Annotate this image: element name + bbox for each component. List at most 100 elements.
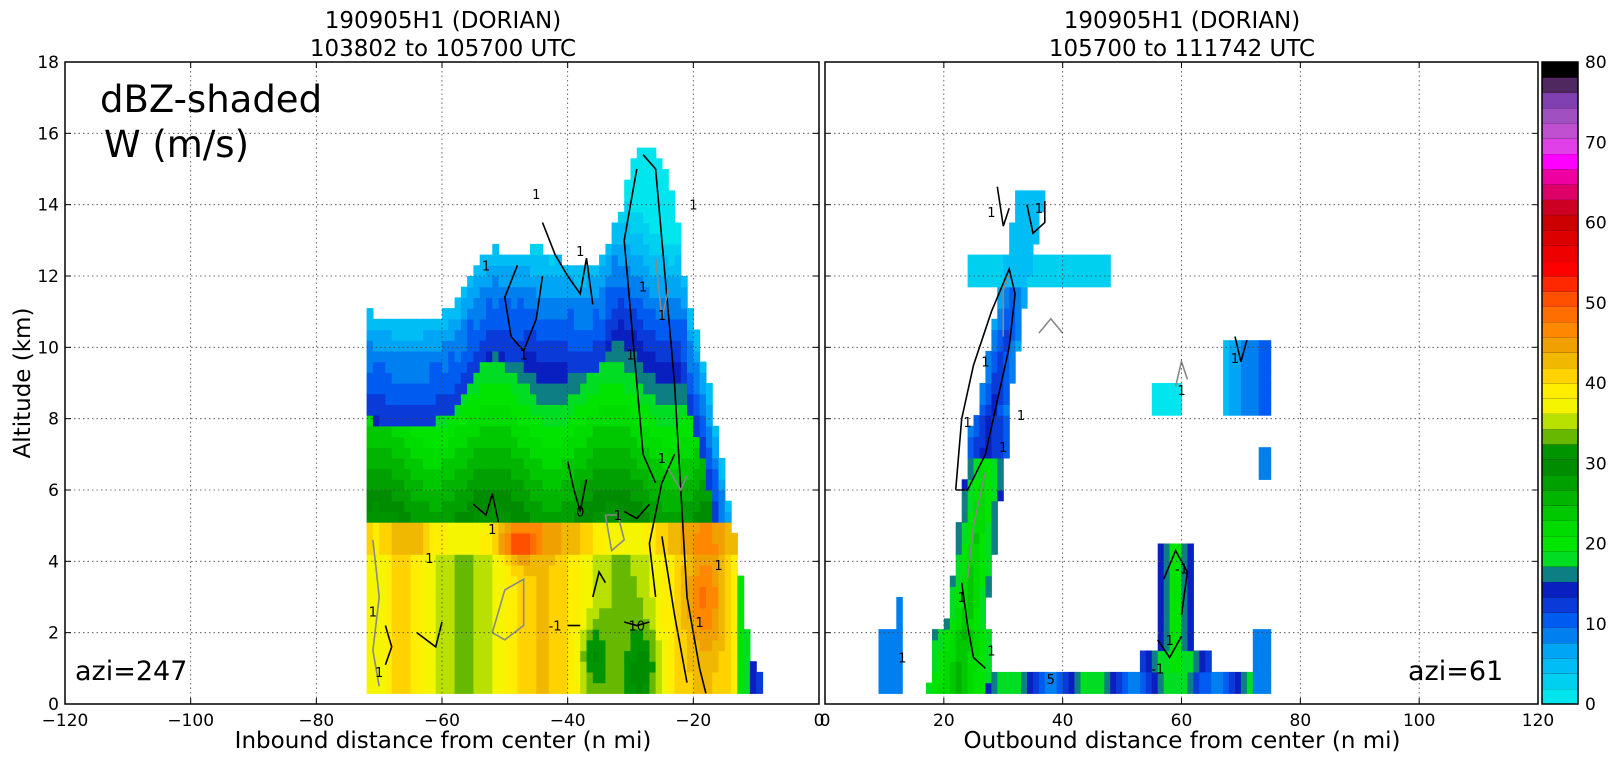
reflectivity-cell — [973, 490, 980, 502]
reflectivity-cell — [504, 254, 512, 266]
reflectivity-cell — [611, 457, 619, 470]
reflectivity-cell — [498, 629, 506, 641]
reflectivity-cell — [624, 329, 632, 341]
velocity-contour — [1002, 275, 1010, 337]
reflectivity-cell — [1157, 671, 1165, 684]
reflectivity-cell — [1258, 671, 1266, 684]
reflectivity-cell — [718, 457, 726, 470]
reflectivity-cell — [523, 479, 531, 491]
reflectivity-cell — [404, 436, 412, 448]
reflectivity-cell — [435, 597, 443, 609]
reflectivity-cell — [655, 243, 663, 256]
reflectivity-cell — [1175, 629, 1183, 641]
reflectivity-cell — [517, 468, 525, 480]
reflectivity-cell — [366, 554, 374, 566]
reflectivity-cell — [423, 661, 430, 673]
reflectivity-cell — [517, 597, 525, 609]
reflectivity-cell — [1021, 671, 1028, 684]
reflectivity-cell — [416, 650, 424, 662]
reflectivity-cell — [379, 415, 387, 427]
reflectivity-cell — [1074, 671, 1081, 684]
reflectivity-cell — [674, 575, 682, 587]
reflectivity-cell — [504, 404, 512, 416]
reflectivity-cell — [404, 350, 412, 363]
reflectivity-cell — [1229, 350, 1236, 363]
reflectivity-cell — [724, 500, 732, 512]
reflectivity-cell — [498, 404, 506, 416]
reflectivity-cell — [404, 532, 412, 545]
reflectivity-cell — [630, 479, 638, 491]
reflectivity-cell — [523, 511, 531, 523]
reflectivity-cell — [1068, 254, 1076, 266]
reflectivity-cell — [731, 575, 738, 587]
reflectivity-cell — [743, 639, 751, 652]
reflectivity-cell — [643, 597, 650, 609]
reflectivity-cell — [416, 586, 424, 598]
reflectivity-cell — [410, 597, 418, 609]
reflectivity-cell — [1157, 564, 1165, 577]
reflectivity-cell — [479, 575, 487, 587]
reflectivity-cell — [580, 564, 588, 577]
reflectivity-cell — [523, 490, 531, 502]
reflectivity-cell — [517, 671, 525, 684]
reflectivity-cell — [599, 650, 606, 662]
reflectivity-cell — [611, 233, 619, 245]
reflectivity-cell — [467, 618, 474, 630]
reflectivity-cell — [454, 404, 462, 416]
reflectivity-cell — [1015, 682, 1022, 694]
reflectivity-cell — [636, 222, 644, 234]
reflectivity-cell — [668, 329, 676, 341]
reflectivity-cell — [561, 340, 569, 352]
reflectivity-cell — [655, 361, 663, 373]
reflectivity-cell — [486, 554, 493, 566]
reflectivity-cell — [398, 457, 405, 470]
reflectivity-cell — [492, 393, 500, 405]
reflectivity-cell — [655, 671, 663, 684]
reflectivity-cell — [1163, 629, 1171, 641]
reflectivity-cell — [636, 543, 644, 555]
reflectivity-cell — [511, 650, 518, 662]
reflectivity-cell — [1217, 671, 1224, 684]
reflectivity-cell — [1015, 254, 1022, 266]
reflectivity-cell — [1223, 383, 1230, 395]
reflectivity-cell — [530, 522, 537, 534]
reflectivity-cell — [643, 329, 650, 341]
reflectivity-cell — [985, 265, 992, 277]
reflectivity-cell — [498, 393, 506, 405]
reflectivity-cell — [991, 383, 998, 395]
reflectivity-cell — [542, 554, 550, 566]
reflectivity-cell — [1098, 265, 1105, 277]
reflectivity-cell — [643, 340, 650, 352]
reflectivity-cell — [416, 457, 424, 470]
reflectivity-cell — [724, 554, 732, 566]
reflectivity-cell — [379, 597, 387, 609]
reflectivity-cell — [504, 650, 512, 662]
reflectivity-cell — [1027, 201, 1034, 213]
reflectivity-cell — [605, 404, 613, 416]
reflectivity-cell — [391, 318, 399, 331]
reflectivity-cell — [1027, 265, 1034, 277]
reflectivity-cell — [366, 586, 374, 598]
reflectivity-cell — [486, 597, 493, 609]
reflectivity-cell — [504, 329, 512, 341]
reflectivity-cell — [442, 650, 449, 662]
reflectivity-cell — [567, 404, 575, 416]
reflectivity-cell — [372, 586, 380, 598]
reflectivity-cell — [937, 650, 945, 662]
reflectivity-cell — [687, 511, 694, 523]
reflectivity-cell — [1264, 629, 1272, 641]
reflectivity-cell — [699, 468, 707, 480]
reflectivity-cell — [1074, 682, 1081, 694]
reflectivity-cell — [979, 404, 986, 416]
reflectivity-cell — [567, 618, 575, 630]
reflectivity-cell — [561, 447, 569, 459]
reflectivity-cell — [523, 597, 531, 609]
velocity-contour — [960, 582, 986, 669]
reflectivity-cell — [605, 500, 613, 512]
reflectivity-cell — [617, 554, 625, 566]
reflectivity-cell — [1169, 543, 1177, 555]
reflectivity-cell — [536, 575, 544, 587]
reflectivity-cell — [955, 575, 963, 587]
reflectivity-cell — [1098, 276, 1105, 288]
reflectivity-cell — [410, 522, 418, 534]
